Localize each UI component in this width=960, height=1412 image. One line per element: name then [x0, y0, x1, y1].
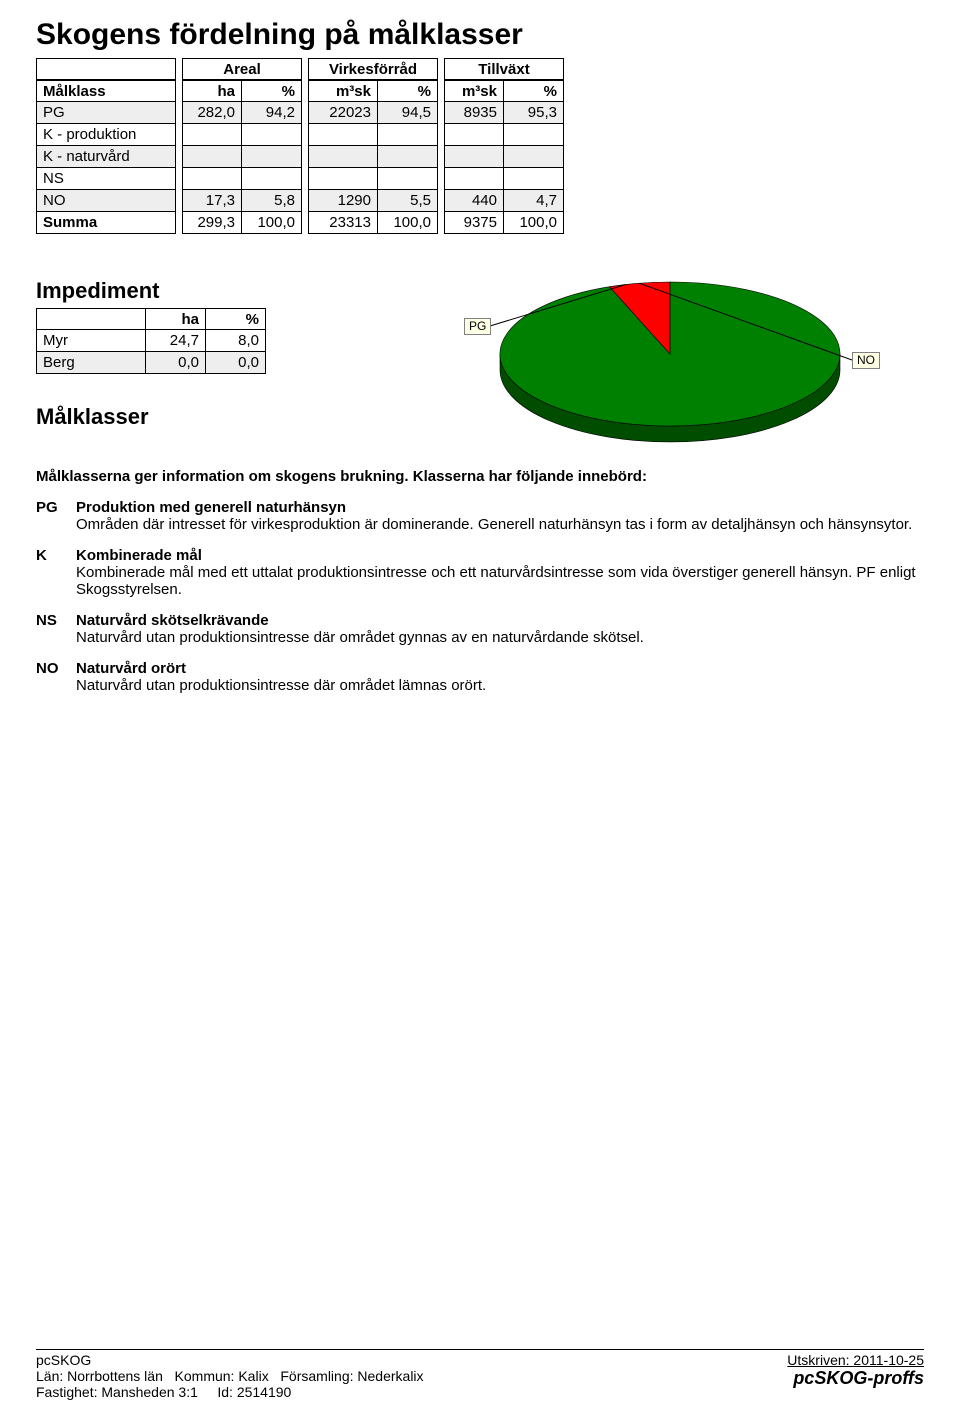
footer-brand: pcSKOG-proffs — [787, 1368, 924, 1389]
def-code: NS — [36, 612, 76, 646]
def-text: Kombinerade mål med ett uttalat produkti… — [76, 564, 924, 598]
def-code: K — [36, 547, 76, 598]
footer-line2: Fastighet: Mansheden 3:1 Id: 2514190 — [36, 1384, 424, 1400]
pie-chart: PG NO — [470, 262, 890, 462]
page-title: Skogens fördelning på målklasser — [36, 18, 924, 52]
def-row: NONaturvård orörtNaturvård utan produkti… — [36, 660, 924, 694]
impediment-table: ha%Myr24,78,0Berg0,00,0 — [36, 308, 266, 374]
footer-app: pcSKOG — [36, 1352, 424, 1368]
def-row: PGProduktion med generell naturhänsynOmr… — [36, 499, 924, 533]
footer-printed: Utskriven: 2011-10-25 — [787, 1352, 924, 1368]
def-code: NO — [36, 660, 76, 694]
def-text: Naturvård utan produktionsintresse där o… — [76, 629, 924, 646]
pie-label-no: NO — [852, 352, 880, 369]
def-row: NSNaturvård skötselkrävandeNaturvård uta… — [36, 612, 924, 646]
def-text: Områden där intresset för virkesprodukti… — [76, 516, 924, 533]
pie-label-pg: PG — [464, 318, 491, 335]
def-title: Produktion med generell naturhänsyn — [76, 499, 924, 516]
defs-block: Målklasserna ger information om skogens … — [36, 468, 924, 694]
defs-intro: Målklasserna ger information om skogens … — [36, 468, 924, 485]
footer-line1: Län: Norrbottens län Kommun: Kalix Försa… — [36, 1368, 424, 1384]
def-text: Naturvård utan produktionsintresse där o… — [76, 677, 924, 694]
page-footer: pcSKOG Län: Norrbottens län Kommun: Kali… — [36, 1349, 924, 1400]
def-title: Kombinerade mål — [76, 547, 924, 564]
main-table: ArealVirkesförrådTillväxtMålklassha%m³sk… — [36, 58, 924, 234]
def-row: KKombinerade målKombinerade mål med ett … — [36, 547, 924, 598]
def-code: PG — [36, 499, 76, 533]
def-title: Naturvård skötselkrävande — [76, 612, 924, 629]
def-title: Naturvård orört — [76, 660, 924, 677]
